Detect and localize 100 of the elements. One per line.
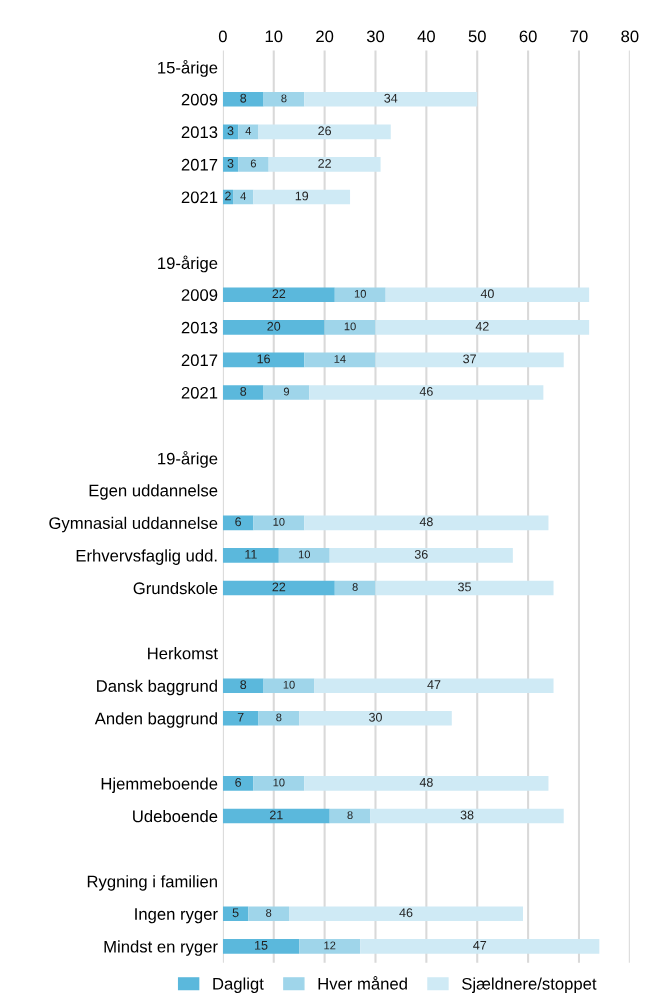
bar [222,678,264,694]
legend-label: Dagligt [213,977,264,993]
y-tick-label: Dansk baggrund [97,679,217,696]
bar [222,776,254,791]
data-label: 5 [232,908,239,918]
data-label: 8 [276,713,282,722]
data-label: 22 [318,158,331,168]
data-label: 47 [473,940,487,950]
bar [222,808,330,824]
data-label: 22 [272,289,286,298]
y-tick-label: Gymnasial uddannelse [49,516,218,533]
y-tick-label: 2009 [181,289,218,301]
bar [329,548,513,563]
data-label: 40 [480,289,494,299]
x-tick-label: 80 [621,30,639,43]
x-tick-label: 70 [570,30,588,43]
data-label: 10 [354,289,366,298]
y-tick-label: 19-årige [158,450,218,468]
data-label: 8 [266,908,272,917]
bar [258,124,391,140]
bar [222,939,300,954]
bar [258,710,300,726]
data-label: 46 [399,908,413,918]
y-tick-label: 19-årige [158,255,218,273]
data-label: 21 [269,810,283,820]
data-label: 10 [273,778,285,787]
bar [263,678,315,694]
data-label: 10 [344,322,356,331]
x-tick-label: 10 [265,30,283,43]
data-label: 26 [318,126,332,136]
bar [375,320,590,335]
y-tick-label: Mindst en ryger [104,940,218,956]
y-tick-label: 2017 [181,354,218,367]
bar [304,352,376,368]
data-label: 22 [272,582,286,592]
data-label: 3 [227,126,234,136]
x-tick-label: 20 [316,30,334,43]
bar [304,91,478,107]
bar [222,352,305,368]
y-tick-label: Rygning i familien [87,875,217,891]
y-tick-label: Egen uddannelse [89,484,218,500]
bar [222,385,264,400]
bar [222,287,335,303]
data-label: 16 [257,354,270,364]
bar [222,157,239,172]
data-label: 4 [245,127,252,135]
bar [304,776,549,791]
data-label: 8 [347,811,353,820]
data-label: 6 [250,159,256,168]
data-label: 8 [352,583,358,591]
y-tick-label: 2021 [181,386,218,399]
y-tick-label: 2017 [181,158,218,171]
data-label: 15 [255,940,268,950]
x-tick-label: 30 [366,30,385,43]
data-label: 3 [227,158,234,168]
data-label: 7 [237,712,244,722]
data-label: 8 [281,94,287,103]
y-tick-label: Herkomst [148,647,218,660]
bar [222,91,264,107]
y-tick-label: Anden baggrund [94,712,217,728]
x-tick-label: 60 [519,30,537,43]
y-tick-label: 2013 [181,126,218,139]
bar [222,548,279,563]
y-tick-label: Ingen ryger [135,908,218,924]
bar [248,906,289,922]
bar [329,808,371,824]
data-label: 11 [245,550,257,559]
bar [375,352,564,368]
data-label: 10 [283,680,295,689]
y-tick-label: Udeboende [133,809,218,823]
bar [334,287,386,303]
data-label: 10 [273,517,285,526]
x-tick-label: 50 [468,30,486,43]
data-label: 12 [324,941,336,950]
y-tick-label: Hjemmeboende [101,777,218,793]
data-label: 47 [427,680,441,689]
data-label: 6 [235,777,242,787]
x-tick-label: 0 [218,30,227,43]
data-label: 6 [235,517,242,527]
bar [385,287,590,303]
bar [299,710,452,726]
bar [222,906,249,922]
data-label: 36 [414,549,428,559]
y-tick-label: Erhvervsfaglig udd. [76,549,217,565]
data-label: 8 [240,680,247,690]
bar [278,548,330,563]
bar [222,515,254,531]
bar [222,710,259,726]
bar [370,808,564,824]
data-label: 4 [240,192,246,200]
bar [304,515,549,531]
bar [299,939,361,954]
data-label: 42 [475,321,489,331]
x-tick-label: 40 [417,30,435,43]
bar [263,385,310,400]
y-tick-label: 2013 [181,321,218,334]
data-label: 9 [283,387,290,396]
bar [360,939,600,954]
bar [253,776,305,791]
data-label: 10 [298,550,311,559]
